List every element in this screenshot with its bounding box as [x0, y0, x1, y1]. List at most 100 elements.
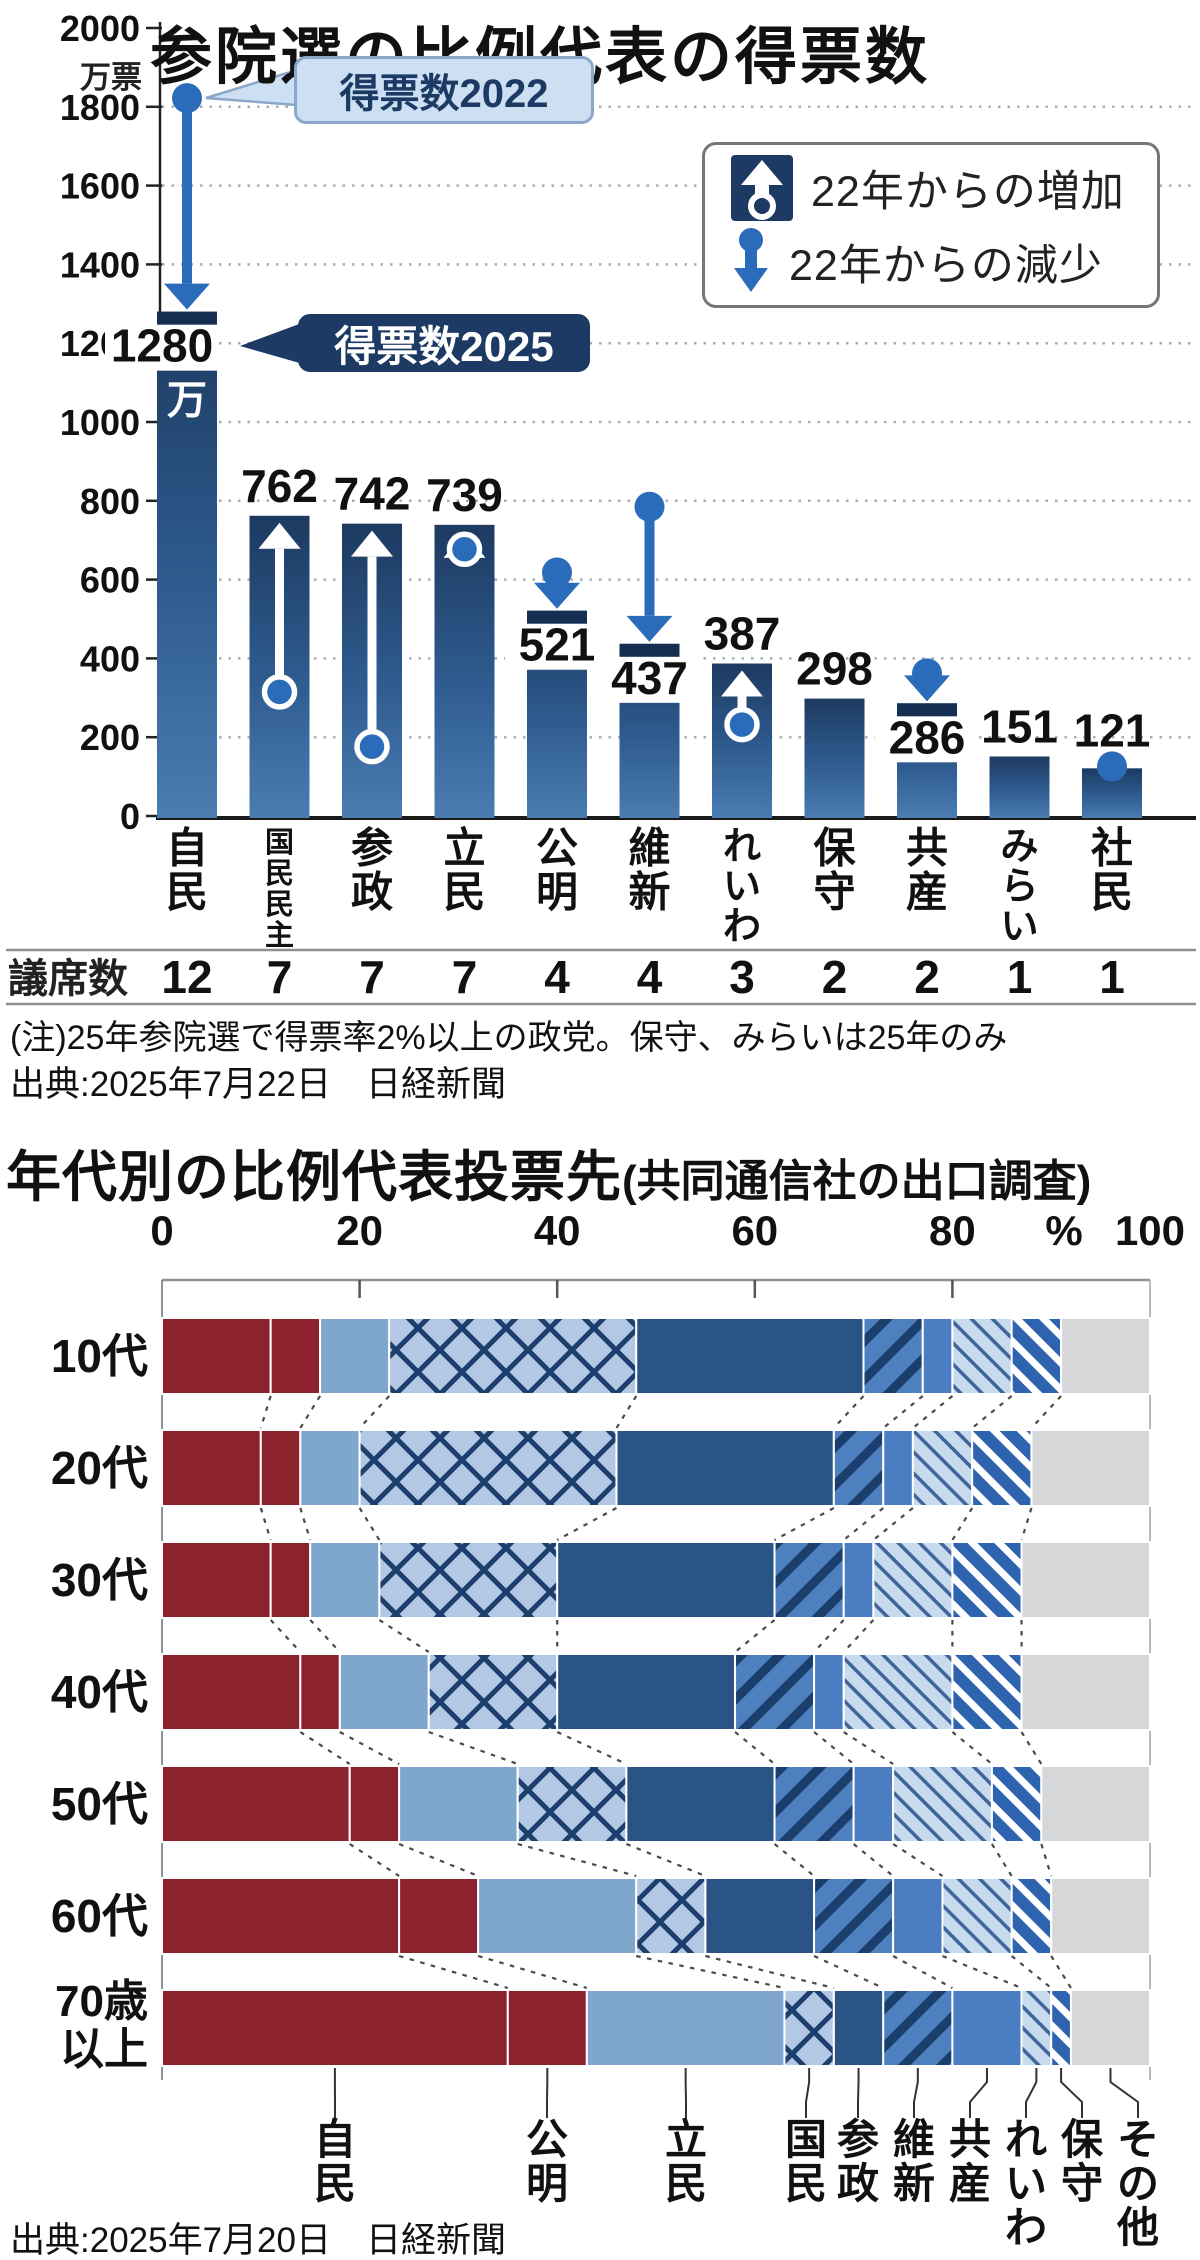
- segment-40代-国民: [427, 1653, 559, 1731]
- segment-20代-維新: [832, 1429, 885, 1507]
- legend-increase-row: 22年からの増加: [731, 151, 1157, 225]
- segment-20代-共産: [882, 1429, 914, 1507]
- segment-30代-公明: [269, 1541, 312, 1619]
- segment-60代-維新: [813, 1877, 895, 1955]
- chart-note: (注)25年参院選で得票率2%以上の政党。保守、みらいは25年のみ: [10, 1019, 1008, 1057]
- segment-10代-その他: [1060, 1317, 1151, 1395]
- segment-70歳以上-立民: [585, 1989, 786, 2067]
- boundary-connector: [990, 1843, 1013, 1877]
- boundary-connector: [843, 1731, 894, 1765]
- y-tick-label: 200: [80, 717, 140, 758]
- segment-70歳以上-公明: [506, 1989, 588, 2067]
- seats-れいわ: 3: [729, 951, 755, 1003]
- segment-30代-自民: [161, 1541, 272, 1619]
- segment-60代-共産: [892, 1877, 944, 1955]
- seats-共産: 2: [914, 951, 940, 1003]
- category-label-国民民主: 国民民主: [265, 827, 294, 952]
- segment-40代-その他: [1020, 1653, 1151, 1731]
- arrow-head-up: [721, 670, 763, 697]
- party-label-connector-国民: [805, 2068, 811, 2118]
- boundary-connector: [398, 1842, 479, 1878]
- category-label-自民: 自民: [166, 824, 208, 915]
- segment-10代-公明: [269, 1317, 322, 1395]
- votes-bar-chart: 0200400600800100012001400160018002000128…: [6, 8, 1196, 1006]
- boundary-connector: [734, 1619, 776, 1653]
- x-tick-label-20: 20: [336, 1207, 383, 1254]
- segment-40代-立民: [338, 1653, 430, 1731]
- party-label-国民: 国民: [785, 2116, 827, 2207]
- party-label-connector-共産: [969, 2068, 988, 2118]
- segment-70歳以上-国民: [783, 1989, 835, 2067]
- x-tick-label-0: 0: [150, 1207, 173, 1254]
- value-label-共産: 286: [889, 711, 966, 763]
- value-label-公明: 521: [519, 619, 596, 671]
- ring-2022: [446, 531, 483, 568]
- segment-50代-れいわ: [892, 1765, 993, 1843]
- boundary-connector: [556, 1731, 627, 1765]
- segment-40代-れいわ: [842, 1653, 954, 1731]
- change-arrow-維新: [626, 491, 673, 642]
- boundary-connector: [625, 1842, 706, 1878]
- segment-20代-立民: [299, 1429, 361, 1507]
- segment-40代-共産: [813, 1653, 845, 1731]
- dot-2022: [634, 491, 665, 522]
- value-label-維新: 437: [611, 652, 688, 704]
- category-label-参政: 参政: [351, 824, 393, 915]
- boundary-connector: [309, 1619, 341, 1653]
- seats-公明: 4: [544, 951, 570, 1003]
- boundary-connector: [833, 1395, 865, 1429]
- callout-votes-2022: 得票数2022: [294, 56, 594, 124]
- category-label-公明: 公明: [536, 824, 578, 915]
- increase-arrow-icon: [731, 155, 793, 221]
- segment-70歳以上-共産: [951, 1989, 1023, 2067]
- boundary-connector: [705, 1954, 835, 1990]
- boundary-connector: [1020, 1507, 1033, 1541]
- boundary-connector: [843, 1507, 884, 1541]
- bar-立民: [434, 524, 495, 818]
- y-axis-unit-label: 万票: [80, 60, 142, 95]
- change-arrow-自民: [164, 83, 210, 310]
- boundary-connector: [1030, 1395, 1062, 1429]
- segment-50代-その他: [1040, 1765, 1151, 1843]
- category-label-立民: 立民: [443, 824, 485, 915]
- party-label-自民: 自民: [314, 2116, 356, 2207]
- boundary-connector: [615, 1395, 638, 1429]
- boundary-connector: [951, 1731, 993, 1765]
- segment-20代-その他: [1030, 1429, 1151, 1507]
- party-label-connector-れいわ: [1025, 2068, 1038, 2118]
- change-arrow-社民: [1097, 751, 1127, 782]
- legend-decrease-row: 22年からの減少: [731, 225, 1157, 299]
- callout-2025-pointer: [240, 320, 310, 366]
- seats-維新: 4: [637, 951, 663, 1003]
- segment-40代-自民: [161, 1653, 302, 1731]
- boundary-connector: [1050, 1955, 1072, 1989]
- segment-70歳以上-その他: [1069, 1989, 1151, 2067]
- age-label-60代: 60代: [51, 1890, 148, 1942]
- segment-10代-参政: [635, 1317, 865, 1395]
- seats-国民民主: 7: [267, 951, 293, 1003]
- segment-10代-自民: [161, 1317, 272, 1395]
- y-tick-label: 1600: [60, 166, 140, 207]
- party-label-connector-保守: [1060, 2068, 1083, 2118]
- ring-2022: [354, 728, 390, 765]
- segment-70歳以上-維新: [882, 1989, 954, 2067]
- segment-30代-れいわ: [872, 1541, 954, 1619]
- boundary-connector: [1010, 1955, 1052, 1989]
- segment-10代-れいわ: [951, 1317, 1013, 1395]
- arrow-head-up: [351, 530, 393, 557]
- age-chart-title: 年代別の比例代表投票先(共同通信社の出口調査): [6, 1132, 1091, 1212]
- value-band: [505, 623, 609, 670]
- x-tick-label-60: 60: [731, 1207, 778, 1254]
- segment-10代-共産: [921, 1317, 954, 1395]
- y-tick-label: 2000: [60, 8, 140, 49]
- segment-50代-維新: [773, 1765, 855, 1843]
- category-label-維新: 維新: [628, 824, 670, 915]
- segment-10代-保守: [1010, 1317, 1063, 1395]
- value-band: [875, 716, 979, 763]
- segment-10代-立民: [319, 1317, 391, 1395]
- segment-20代-自民: [161, 1429, 262, 1507]
- segment-20代-保守: [971, 1429, 1033, 1507]
- segment-30代-共産: [842, 1541, 875, 1619]
- segment-50代-保守: [990, 1765, 1043, 1843]
- segment-70歳以上-参政: [832, 1989, 885, 2067]
